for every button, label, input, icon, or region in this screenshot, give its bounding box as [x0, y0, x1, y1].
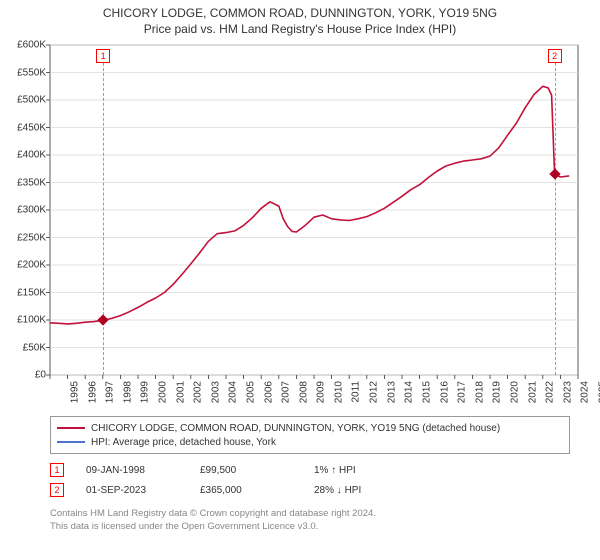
footer-attribution: Contains HM Land Registry data © Crown c…	[50, 508, 570, 534]
y-axis-label: £250K	[17, 232, 46, 243]
x-axis-label: 2013	[386, 381, 397, 403]
legend-swatch	[57, 427, 85, 429]
y-axis-label: £350K	[17, 177, 46, 188]
x-axis-label: 2023	[562, 381, 573, 403]
x-axis-label: 2024	[580, 381, 591, 403]
x-axis-label: 2002	[192, 381, 203, 403]
y-axis-label: £500K	[17, 95, 46, 106]
x-axis-label: 2003	[210, 381, 221, 403]
x-axis-label: 2001	[175, 381, 186, 403]
marker-callout: 2	[548, 49, 562, 63]
x-axis-label: 2009	[316, 381, 327, 403]
legend-row: CHICORY LODGE, COMMON ROAD, DUNNINGTON, …	[57, 421, 563, 435]
x-axis-label: 2005	[245, 381, 256, 403]
legend-label: CHICORY LODGE, COMMON ROAD, DUNNINGTON, …	[91, 423, 500, 434]
x-axis-label: 1997	[104, 381, 115, 403]
y-axis-label: £150K	[17, 287, 46, 298]
y-axis-label: £100K	[17, 315, 46, 326]
footer-line: This data is licensed under the Open Gov…	[50, 521, 570, 534]
y-axis-label: £400K	[17, 150, 46, 161]
y-axis-label: £0	[35, 370, 46, 381]
x-axis-label: 2022	[544, 381, 555, 403]
marker-price: £99,500	[200, 465, 292, 476]
marker-badge: 1	[50, 463, 64, 477]
legend-row: HPI: Average price, detached house, York	[57, 435, 563, 449]
x-axis-label: 1996	[87, 381, 98, 403]
x-axis-label: 2018	[474, 381, 485, 403]
marker-date: 01-SEP-2023	[86, 485, 178, 496]
title-block: CHICORY LODGE, COMMON ROAD, DUNNINGTON, …	[0, 0, 600, 36]
x-axis-label: 2012	[368, 381, 379, 403]
marker-guideline	[103, 63, 104, 375]
plot-svg	[50, 45, 578, 375]
chart-container: CHICORY LODGE, COMMON ROAD, DUNNINGTON, …	[0, 0, 600, 560]
marker-hpi-delta: 28% ↓ HPI	[314, 485, 406, 496]
x-axis-label: 2014	[404, 381, 415, 403]
marker-data-rows: 1 09-JAN-1998 £99,500 1% ↑ HPI 2 01-SEP-…	[50, 460, 570, 500]
x-axis-label: 2015	[421, 381, 432, 403]
x-axis-label: 2017	[456, 381, 467, 403]
x-axis-label: 2020	[509, 381, 520, 403]
x-axis-label: 2011	[350, 381, 361, 403]
x-axis-label: 2007	[280, 381, 291, 403]
marker-badge: 2	[50, 483, 64, 497]
x-axis-label: 2004	[228, 381, 239, 403]
y-axis-label: £600K	[17, 40, 46, 51]
x-axis-label: 2016	[439, 381, 450, 403]
marker-hpi-delta: 1% ↑ HPI	[314, 465, 406, 476]
plot-area: £0£50K£100K£150K£200K£250K£300K£350K£400…	[50, 45, 578, 375]
legend-swatch	[57, 441, 85, 443]
chart-subtitle: Price paid vs. HM Land Registry's House …	[0, 22, 600, 36]
legend-label: HPI: Average price, detached house, York	[91, 437, 276, 448]
footer-line: Contains HM Land Registry data © Crown c…	[50, 508, 570, 521]
marker-date: 09-JAN-1998	[86, 465, 178, 476]
y-axis-label: £50K	[23, 342, 46, 353]
chart-title: CHICORY LODGE, COMMON ROAD, DUNNINGTON, …	[0, 6, 600, 20]
x-axis-label: 1998	[122, 381, 133, 403]
x-axis-label: 1995	[69, 381, 80, 403]
y-axis-label: £300K	[17, 205, 46, 216]
marker-price: £365,000	[200, 485, 292, 496]
x-axis-label: 2010	[333, 381, 344, 403]
x-axis-label: 2021	[527, 381, 538, 403]
x-axis-label: 2019	[492, 381, 503, 403]
x-axis-label: 1999	[140, 381, 151, 403]
x-axis-label: 2008	[298, 381, 309, 403]
y-axis-label: £550K	[17, 67, 46, 78]
marker-callout: 1	[96, 49, 110, 63]
y-axis-label: £450K	[17, 122, 46, 133]
y-axis-label: £200K	[17, 260, 46, 271]
x-axis-label: 2006	[263, 381, 274, 403]
marker-row: 1 09-JAN-1998 £99,500 1% ↑ HPI	[50, 460, 570, 480]
marker-row: 2 01-SEP-2023 £365,000 28% ↓ HPI	[50, 480, 570, 500]
marker-guideline	[555, 63, 556, 375]
x-axis-label: 2000	[157, 381, 168, 403]
legend-box: CHICORY LODGE, COMMON ROAD, DUNNINGTON, …	[50, 416, 570, 454]
